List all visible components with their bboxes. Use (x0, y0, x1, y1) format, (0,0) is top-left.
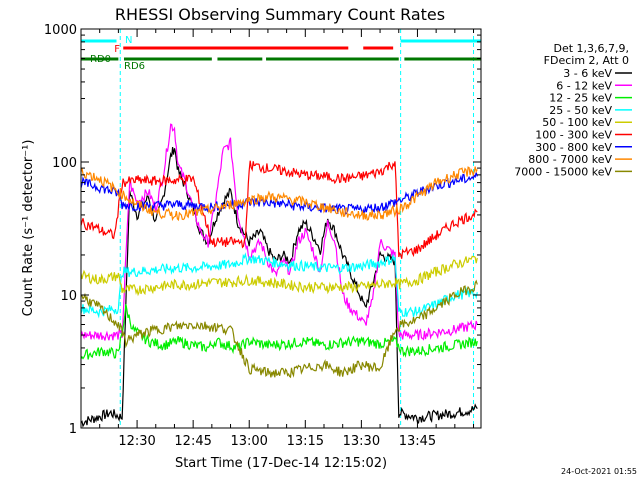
series-line-4 (80, 255, 478, 297)
legend-label-1: 6 - 12 keV (556, 79, 612, 92)
legend-label-2: 12 - 25 keV (549, 92, 612, 105)
y-tick-label-2: 100 (52, 156, 77, 171)
y-axis-label: Count Rate (s⁻¹ detector⁻¹) (21, 140, 36, 317)
x-tick-label-5: 13:45 (399, 434, 436, 449)
x-tick-label-4: 13:30 (343, 434, 380, 449)
legend-label-0: 3 - 6 keV (563, 67, 612, 80)
y-tick-label-3: 1000 (44, 23, 77, 38)
plot-frame (80, 28, 482, 429)
legend-label-6: 300 - 800 keV (535, 141, 612, 154)
x-tick-label-2: 13:00 (230, 434, 267, 449)
series-line-2 (80, 303, 478, 360)
series-line-6 (80, 172, 478, 215)
legend-label-3: 25 - 50 keV (549, 104, 612, 117)
x-tick-label-0: 12:30 (118, 434, 155, 449)
y-axis: 1 10 100 1000 (44, 23, 481, 437)
series-line-3 (80, 252, 478, 319)
series-line-7 (80, 166, 478, 222)
series-line-5 (80, 160, 478, 259)
legend-label-5: 100 - 300 keV (535, 129, 612, 142)
legend-label-8: 7000 - 15000 keV (514, 165, 612, 178)
y-tick-label-0: 1 (69, 422, 77, 437)
series-line-0 (80, 147, 478, 428)
x-tick-label-3: 13:15 (287, 434, 324, 449)
chart-title: RHESSI Observing Summary Count Rates (115, 5, 445, 24)
legend-label-7: 800 - 7000 keV (528, 153, 612, 166)
state-bar-label-rd0: RD0 (90, 54, 111, 65)
x-axis-label: Start Time (17-Dec-14 12:15:02) (175, 456, 387, 471)
legend-label-4: 50 - 100 keV (542, 116, 612, 129)
state-bar-label-n: N (125, 35, 132, 46)
y-tick-label-1: 10 (60, 289, 77, 304)
legend-header-1: FDecim 2, Att 0 (544, 54, 629, 67)
x-axis: 12:30 12:45 13:00 13:15 13:30 13:45 (80, 29, 475, 449)
legend-header-0: Det 1,3,6,7,9, (553, 42, 629, 55)
series-line-8 (80, 279, 478, 379)
state-bar-label-rd6: RD6 (124, 61, 145, 72)
timestamp: 24-Oct-2021 01:55 (561, 467, 637, 476)
legend: Det 1,3,6,7,9,FDecim 2, Att 03 - 6 keV6 … (514, 42, 632, 178)
x-tick-label-1: 12:45 (174, 434, 211, 449)
state-bar-label-f: F (114, 44, 120, 55)
